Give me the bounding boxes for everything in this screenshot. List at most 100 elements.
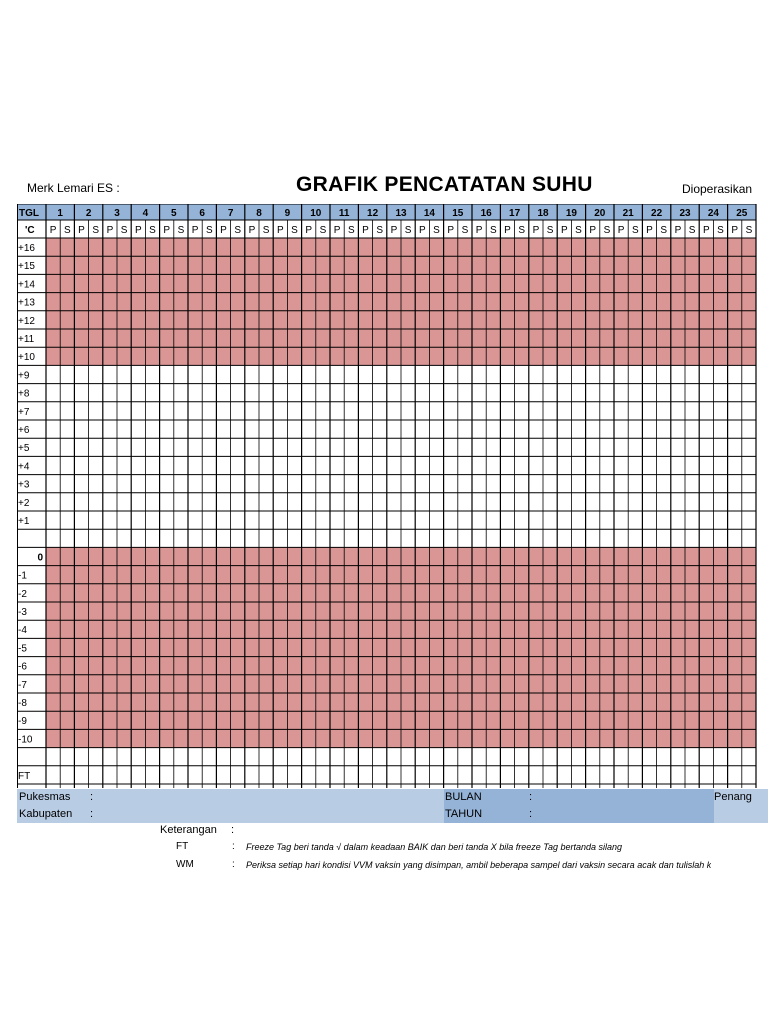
sub-label-p: P — [163, 225, 170, 236]
day-label-5: 5 — [171, 208, 177, 219]
day-label-19: 19 — [566, 208, 578, 219]
corner-unit-label: 'C — [25, 225, 35, 236]
row-label: -10 — [18, 734, 33, 745]
day-label-10: 10 — [310, 208, 322, 219]
row-label: -3 — [18, 607, 27, 618]
sub-label-s: S — [263, 225, 270, 236]
row-label: +1 — [18, 516, 30, 527]
note-wm-code: WM — [176, 859, 194, 870]
footer-info: Pukesmas : BULAN : Penang Kabupaten : TA… — [17, 789, 768, 823]
sub-label-s: S — [405, 225, 412, 236]
footer-bg-mid — [444, 806, 714, 823]
sub-label-p: P — [731, 225, 738, 236]
sub-label-p: P — [675, 225, 682, 236]
sub-label-s: S — [462, 225, 469, 236]
sub-label-s: S — [234, 225, 241, 236]
pukesmas-colon: : — [90, 791, 94, 803]
day-label-7: 7 — [228, 208, 234, 219]
kabupaten-label: Kabupaten — [19, 808, 73, 820]
row-label: +10 — [18, 352, 35, 363]
note-wm-colon: : — [232, 859, 235, 870]
row-label: -4 — [18, 625, 27, 636]
sub-label-p: P — [107, 225, 114, 236]
row-label: FT — [18, 771, 30, 782]
row-label: -1 — [18, 571, 27, 582]
sub-label-s: S — [575, 225, 582, 236]
keterangan-label: Keterangan — [160, 824, 217, 836]
row-label: -5 — [18, 643, 27, 654]
sub-label-p: P — [419, 225, 426, 236]
sub-label-s: S — [149, 225, 156, 236]
sub-label-s: S — [518, 225, 525, 236]
sub-label-p: P — [305, 225, 312, 236]
day-label-16: 16 — [481, 208, 493, 219]
row-label: +13 — [18, 298, 35, 309]
sub-label-s: S — [490, 225, 497, 236]
note-wm-text: Periksa setiap hari kondisi VVM vaksin y… — [246, 860, 712, 870]
footer-bg-right — [714, 806, 768, 823]
day-label-6: 6 — [199, 208, 205, 219]
day-label-24: 24 — [708, 208, 720, 219]
footer-row-pukesmas: Pukesmas : BULAN : Penang — [17, 789, 768, 806]
sub-label-p: P — [476, 225, 483, 236]
sub-label-p: P — [334, 225, 341, 236]
footer-bg-right — [714, 789, 768, 806]
row-label: +8 — [18, 389, 30, 400]
sub-label-s: S — [348, 225, 355, 236]
row-label: +14 — [18, 279, 35, 290]
row-label: +11 — [18, 334, 35, 345]
page-title: GRAFIK PENCATATAN SUHU — [296, 173, 593, 196]
day-label-21: 21 — [623, 208, 635, 219]
day-label-9: 9 — [285, 208, 291, 219]
sub-label-p: P — [249, 225, 256, 236]
day-label-2: 2 — [86, 208, 92, 219]
day-label-12: 12 — [367, 208, 379, 219]
row-label: +4 — [18, 461, 30, 472]
day-label-13: 13 — [395, 208, 407, 219]
day-label-11: 11 — [339, 208, 350, 219]
day-label-8: 8 — [256, 208, 262, 219]
day-label-17: 17 — [509, 208, 521, 219]
sub-label-p: P — [618, 225, 625, 236]
sub-label-p: P — [362, 225, 369, 236]
row-label: +6 — [18, 425, 30, 436]
sub-label-s: S — [547, 225, 554, 236]
sub-label-p: P — [192, 225, 199, 236]
sub-label-s: S — [178, 225, 185, 236]
sub-label-p: P — [533, 225, 540, 236]
sub-label-s: S — [121, 225, 128, 236]
sub-label-s: S — [291, 225, 298, 236]
footer-bg-left — [17, 789, 444, 806]
sub-label-p: P — [561, 225, 568, 236]
note-ft-text: Freeze Tag beri tanda √ dalam keadaan BA… — [246, 842, 623, 852]
sub-label-p: P — [703, 225, 710, 236]
temperature-grid: TGL 'C 1 P S 2 P S 3 P S 4 P S 5 P S 6 P S 7 P S 8 P S 9 P S 10 P S 11 P S… — [17, 204, 768, 788]
row-label: +9 — [18, 370, 30, 381]
sub-label-p: P — [391, 225, 398, 236]
row-label: +3 — [18, 480, 30, 491]
sub-label-s: S — [632, 225, 639, 236]
row-label: -9 — [18, 716, 27, 727]
dioperasikan-label: Dioperasikan — [682, 182, 753, 196]
note-ft-code: FT — [176, 841, 189, 852]
row-label: +16 — [18, 243, 35, 254]
pukesmas-label: Pukesmas — [19, 791, 71, 803]
day-label-15: 15 — [452, 208, 464, 219]
sub-label-p: P — [646, 225, 653, 236]
row-label: -6 — [18, 662, 27, 673]
keterangan-colon: : — [231, 824, 235, 836]
day-label-22: 22 — [651, 208, 663, 219]
row-label: +5 — [18, 443, 30, 454]
day-label-23: 23 — [679, 208, 691, 219]
sub-label-p: P — [504, 225, 511, 236]
row-label: 0 — [37, 552, 43, 563]
penang-label: Penang — [714, 791, 752, 803]
sub-label-s: S — [717, 225, 724, 236]
day-label-18: 18 — [537, 208, 549, 219]
row-label: +12 — [18, 316, 35, 327]
sub-label-p: P — [78, 225, 85, 236]
sub-label-p: P — [220, 225, 227, 236]
footer-bg-left — [17, 806, 444, 823]
kabupaten-colon: : — [90, 808, 94, 820]
